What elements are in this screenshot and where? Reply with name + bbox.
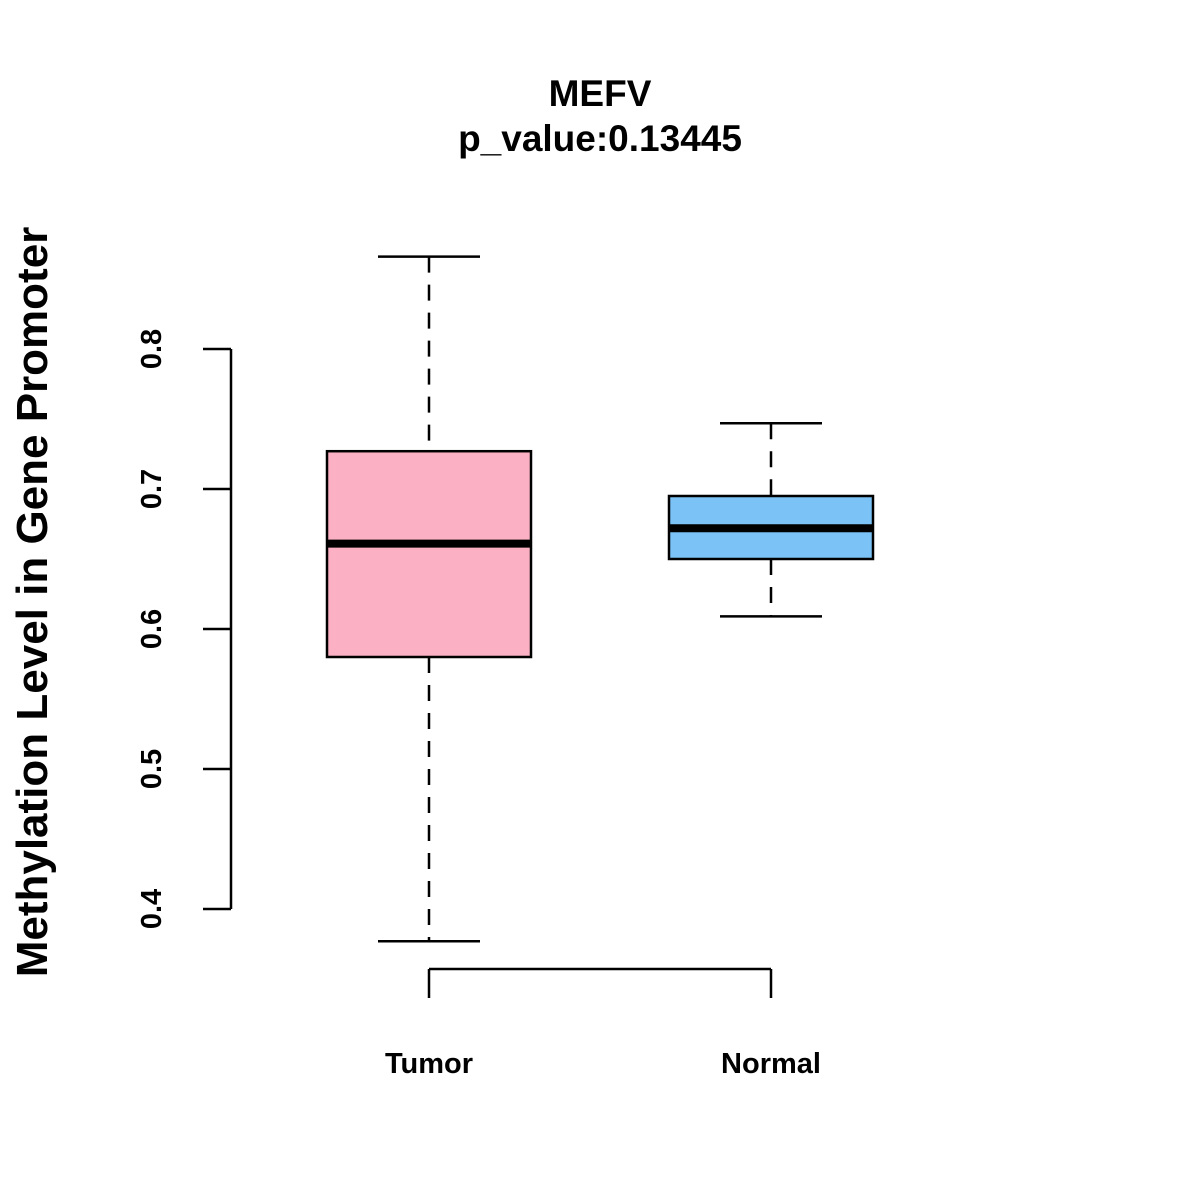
x-axis: Tumor Normal [385,967,821,1080]
y-tick-label: 0.4 [136,889,168,929]
y-tick-label: 0.8 [136,329,168,369]
chart-title: MEFV [549,73,652,114]
box-tumor [325,255,533,943]
x-tick-label: Tumor [385,1048,473,1080]
y-tick-label: 0.5 [136,749,168,789]
y-tick-label: 0.6 [136,609,168,649]
y-tick-label: 0.7 [136,469,168,509]
chart-subtitle: p_value:0.13445 [458,118,742,159]
box-normal [667,421,875,618]
boxes [325,255,875,943]
y-axis: 0.4 0.5 0.6 0.7 0.8 [136,329,233,929]
box-body [325,449,533,659]
x-tick-label: Normal [721,1048,821,1080]
y-axis-label: Methylation Level in Gene Promoter [8,227,57,978]
